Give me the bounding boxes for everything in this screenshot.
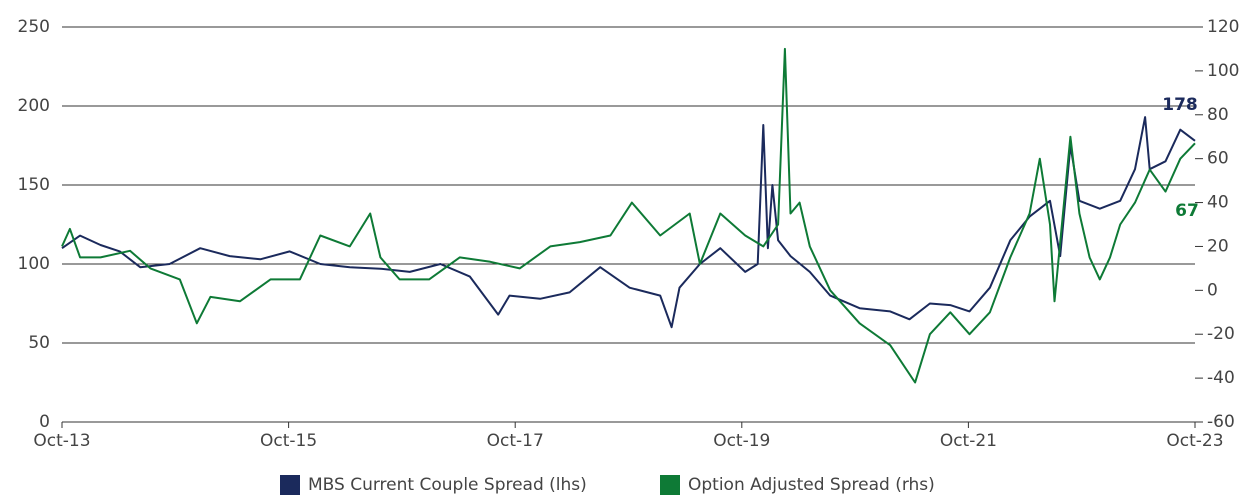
y2-tick-label: 80 [1207,105,1229,125]
y-tick-label: 200 [18,96,50,116]
y2-tick-label: 0 [1207,280,1218,300]
y-tick-label: 0 [39,412,50,432]
legend-swatch [660,475,680,495]
y2-tick-label: -60 [1207,412,1235,432]
annotation: 178 [1162,95,1198,115]
y2-tick-label: -40 [1207,368,1235,388]
y-tick-label: 250 [18,17,50,37]
x-tick-label: Oct-23 [1166,431,1223,451]
legend-label: MBS Current Couple Spread (lhs) [308,475,587,495]
legend-label: Option Adjusted Spread (rhs) [688,475,935,495]
y-tick-label: 50 [28,333,50,353]
y-tick-label: 100 [18,254,50,274]
y-tick-label: 150 [18,175,50,195]
x-tick-label: Oct-17 [487,431,544,451]
x-tick-label: Oct-19 [713,431,770,451]
y2-tick-label: 20 [1207,236,1229,256]
series-line [61,116,1196,329]
y2-tick-label: -20 [1207,324,1235,344]
y2-tick-label: 60 [1207,149,1229,169]
annotation: 67 [1175,201,1199,221]
series-line [61,47,1196,384]
legend-swatch [280,475,300,495]
y2-tick-label: 120 [1207,17,1239,37]
y2-tick-label: 40 [1207,193,1229,213]
y2-tick-label: 100 [1207,61,1239,81]
x-tick-label: Oct-21 [940,431,997,451]
x-tick-label: Oct-13 [33,431,90,451]
x-tick-label: Oct-15 [260,431,317,451]
